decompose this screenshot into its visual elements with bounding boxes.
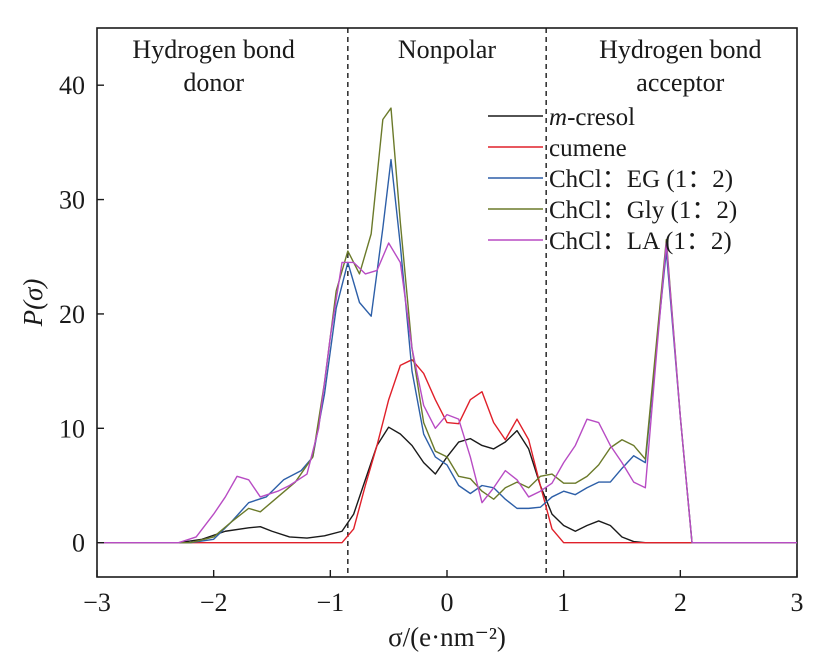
x-tick-label: 3 [791, 588, 804, 617]
region-label-0: Hydrogen bond [132, 35, 294, 64]
region-labels: Hydrogen bond donor Nonpolar Hydrogen bond a… [132, 35, 761, 97]
legend-label-4: ChCl：LA (1：2) [549, 228, 732, 255]
region-label-0: donor [183, 68, 244, 97]
region-label-2: Hydrogen bond [599, 35, 761, 64]
legend-label-2: ChCl：EG (1：2) [549, 166, 733, 193]
x-tick-label: 2 [674, 588, 687, 617]
series-line-0 [97, 426, 797, 544]
y-tick-label: 40 [59, 71, 85, 100]
region-label-1: Nonpolar [398, 35, 497, 64]
x-tick-label: 1 [557, 588, 570, 617]
legend-label-3: ChCl：Gly (1：2) [549, 197, 737, 224]
x-tick-label: 0 [441, 588, 454, 617]
legend: m-cresol cumene ChCl：EG (1：2) ChCl：Gly (1：2… [488, 104, 737, 255]
legend-label-1: cumene [549, 135, 627, 162]
x-tick-label: −2 [200, 588, 228, 617]
x-tick-label: −3 [83, 588, 111, 617]
x-axis: −3 −2 −1 0 1 2 3 [83, 570, 804, 617]
y-tick-label: 20 [59, 300, 85, 329]
y-axis: 0 10 20 30 40 [59, 71, 104, 558]
legend-label-0: m-cresol [549, 104, 635, 131]
y-axis-label: P(σ) [18, 279, 48, 328]
series-line-4 [97, 242, 797, 544]
y-tick-label: 0 [72, 529, 85, 558]
series-line-1 [97, 358, 797, 544]
x-tick-label: −1 [316, 588, 344, 617]
plot-frame [96, 27, 798, 578]
y-tick-label: 30 [59, 186, 85, 215]
y-tick-label: 10 [59, 414, 85, 443]
region-dividers [347, 28, 547, 577]
x-axis-label: σ/(e·nm⁻²) [388, 622, 506, 652]
series-line-2 [97, 158, 797, 544]
series-lines [97, 107, 797, 544]
region-label-2: acceptor [636, 68, 724, 97]
plot-area [96, 27, 798, 578]
